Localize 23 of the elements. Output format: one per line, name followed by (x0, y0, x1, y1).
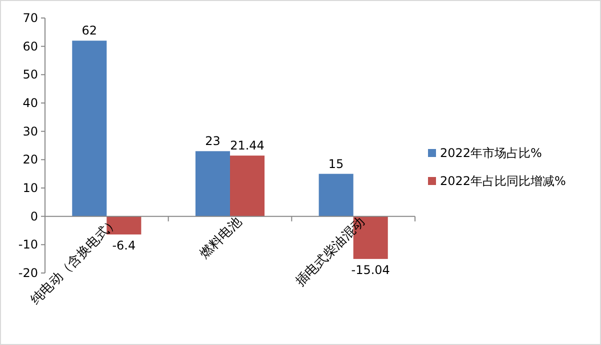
y-tick-label: 0 (30, 209, 38, 224)
y-tick-label: 30 (22, 124, 38, 138)
data-label: 21.44 (230, 138, 264, 153)
data-label: 23 (205, 134, 220, 148)
bar (230, 156, 265, 216)
data-label: -15.04 (351, 262, 390, 277)
y-tick-label: 60 (22, 39, 38, 54)
data-label: -6.4 (112, 238, 136, 252)
y-tick-label: 20 (22, 152, 38, 167)
y-tick-label: -20 (18, 266, 38, 280)
bar (72, 40, 107, 216)
bar (318, 174, 354, 216)
data-label: 62 (82, 24, 98, 38)
y-tick-label: 10 (22, 181, 38, 195)
bar (195, 151, 230, 216)
legend-label: 2022年占比同比增减% (440, 174, 566, 188)
x-tick-label: 燃料电池 (197, 214, 245, 262)
y-tick-label: -10 (18, 238, 38, 252)
y-tick-label: 40 (22, 96, 38, 110)
legend-label: 2022年市场占比% (440, 146, 542, 160)
y-tick-label: 70 (22, 11, 38, 25)
data-label: 15 (328, 156, 344, 171)
y-tick-label: 50 (22, 68, 38, 82)
